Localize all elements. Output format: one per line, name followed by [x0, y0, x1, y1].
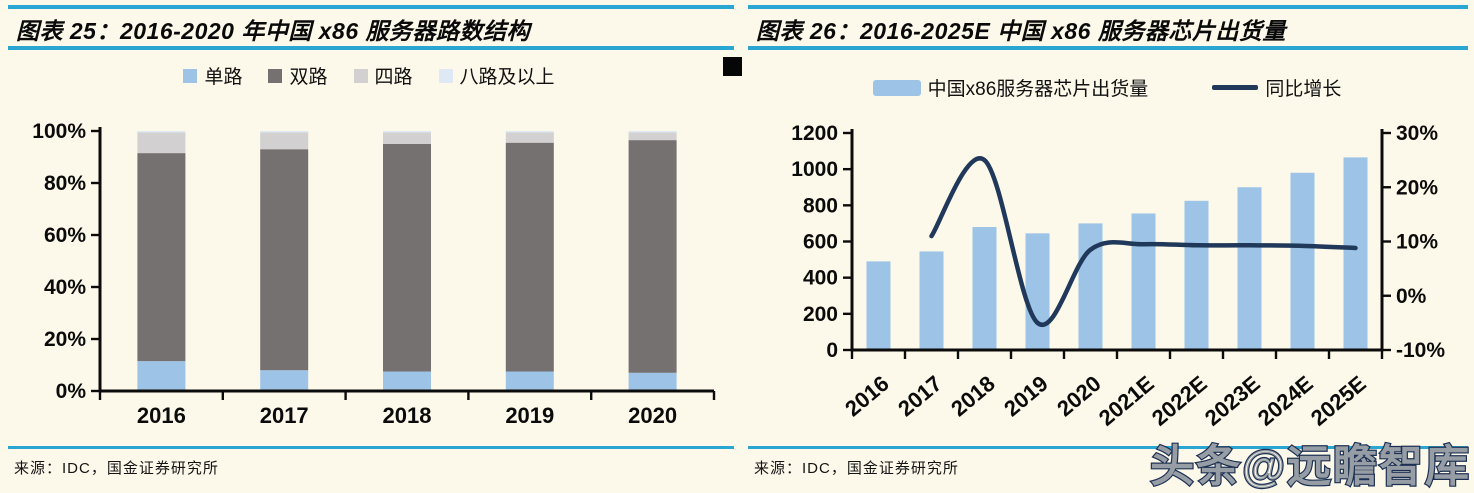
legend-swatch-icon	[183, 68, 198, 83]
svg-text:2016: 2016	[137, 403, 186, 428]
svg-text:30%: 30%	[1396, 122, 1438, 145]
svg-text:-10%: -10%	[1396, 339, 1445, 362]
figure-25-legend: 单路 双路 四路 八路及以上	[0, 62, 738, 89]
figure-25-source: 来源：IDC，国金证券研究所	[14, 460, 219, 477]
legend-item: 八路及以上	[438, 62, 555, 89]
top-rule	[8, 5, 734, 9]
svg-text:20%: 20%	[1396, 176, 1438, 199]
legend-swatch-icon	[353, 68, 368, 83]
svg-text:40%: 40%	[44, 276, 86, 299]
svg-text:2017: 2017	[260, 403, 309, 428]
svg-text:2019: 2019	[999, 371, 1053, 422]
svg-text:100%: 100%	[32, 120, 86, 143]
svg-text:0%: 0%	[56, 380, 87, 403]
black-square-marker	[723, 57, 742, 76]
figure-26-source: 来源：IDC，国金证券研究所	[754, 460, 959, 477]
legend-item: 单路	[183, 62, 242, 89]
legend-label: 四路	[374, 67, 413, 88]
legend-label: 八路及以上	[459, 67, 555, 88]
legend-item: 四路	[353, 62, 413, 89]
svg-text:2020: 2020	[628, 403, 677, 428]
svg-text:2021E: 2021E	[1094, 371, 1159, 431]
svg-text:0%: 0%	[1396, 285, 1427, 308]
svg-text:2025E: 2025E	[1306, 371, 1371, 431]
top-rule	[748, 5, 1468, 9]
svg-text:20%: 20%	[44, 328, 86, 351]
svg-text:400: 400	[803, 267, 838, 290]
svg-text:2018: 2018	[946, 371, 1000, 422]
legend-swatch-icon	[438, 68, 453, 83]
watermark: 头条@远瞻智库	[1149, 441, 1471, 492]
legend-label: 同比增长	[1265, 79, 1342, 100]
title-underline-rule	[8, 46, 734, 50]
legend-label: 双路	[289, 67, 328, 88]
svg-text:2019: 2019	[505, 403, 554, 428]
figure-25-stacked-bar-chart: 0% 20% 40% 60% 80% 100% 2016 2017 2018 2019 2020	[32, 120, 716, 428]
legend-label: 单路	[204, 67, 243, 88]
legend-item: 中国x86服务器芯片出货量	[872, 74, 1149, 101]
legend-label: 中国x86服务器芯片出货量	[927, 79, 1149, 100]
legend-item: 双路	[268, 62, 328, 89]
svg-text:80%: 80%	[44, 172, 86, 195]
svg-text:2018: 2018	[383, 403, 432, 428]
svg-text:200: 200	[803, 303, 838, 326]
figure-26-legend: 中国x86服务器芯片出货量 同比增长	[740, 74, 1474, 101]
figure-26-combo-chart: 0 200 400 600 800 1000 1200 30% 20% 10% 0% -10% 2016…	[791, 122, 1445, 431]
legend-swatch-icon	[268, 68, 283, 83]
figure-26-title: 图表 26：2016-2025E 中国 x86 服务器芯片出货量	[756, 18, 1286, 44]
svg-text:1000: 1000	[791, 158, 838, 181]
svg-text:2024E: 2024E	[1253, 371, 1318, 431]
svg-text:1200: 1200	[791, 122, 838, 145]
svg-text:800: 800	[803, 194, 838, 217]
figure-25-title: 图表 25：2016-2020 年中国 x86 服务器路数结构	[16, 18, 531, 44]
figure-26-panel: 图表 26：2016-2025E 中国 x86 服务器芯片出货量 中国x86服务…	[740, 0, 1474, 493]
svg-text:60%: 60%	[44, 224, 86, 247]
svg-text:2022E: 2022E	[1147, 371, 1212, 431]
legend-swatch-icon	[872, 79, 921, 96]
svg-text:2023E: 2023E	[1200, 371, 1265, 431]
figure-25-panel: 图表 25：2016-2020 年中国 x86 服务器路数结构 单路 双路 四路 八路…	[0, 5, 738, 477]
bottom-rule	[8, 446, 734, 449]
title-underline-rule	[748, 46, 1468, 50]
legend-item: 同比增长	[1212, 74, 1341, 101]
legend-swatch-icon	[1212, 85, 1259, 90]
svg-text:2016: 2016	[840, 371, 894, 422]
bottom-rule	[748, 446, 1468, 449]
svg-text:10%: 10%	[1396, 231, 1438, 254]
svg-text:2017: 2017	[893, 371, 947, 422]
svg-text:600: 600	[803, 231, 838, 254]
svg-text:0: 0	[826, 339, 838, 362]
